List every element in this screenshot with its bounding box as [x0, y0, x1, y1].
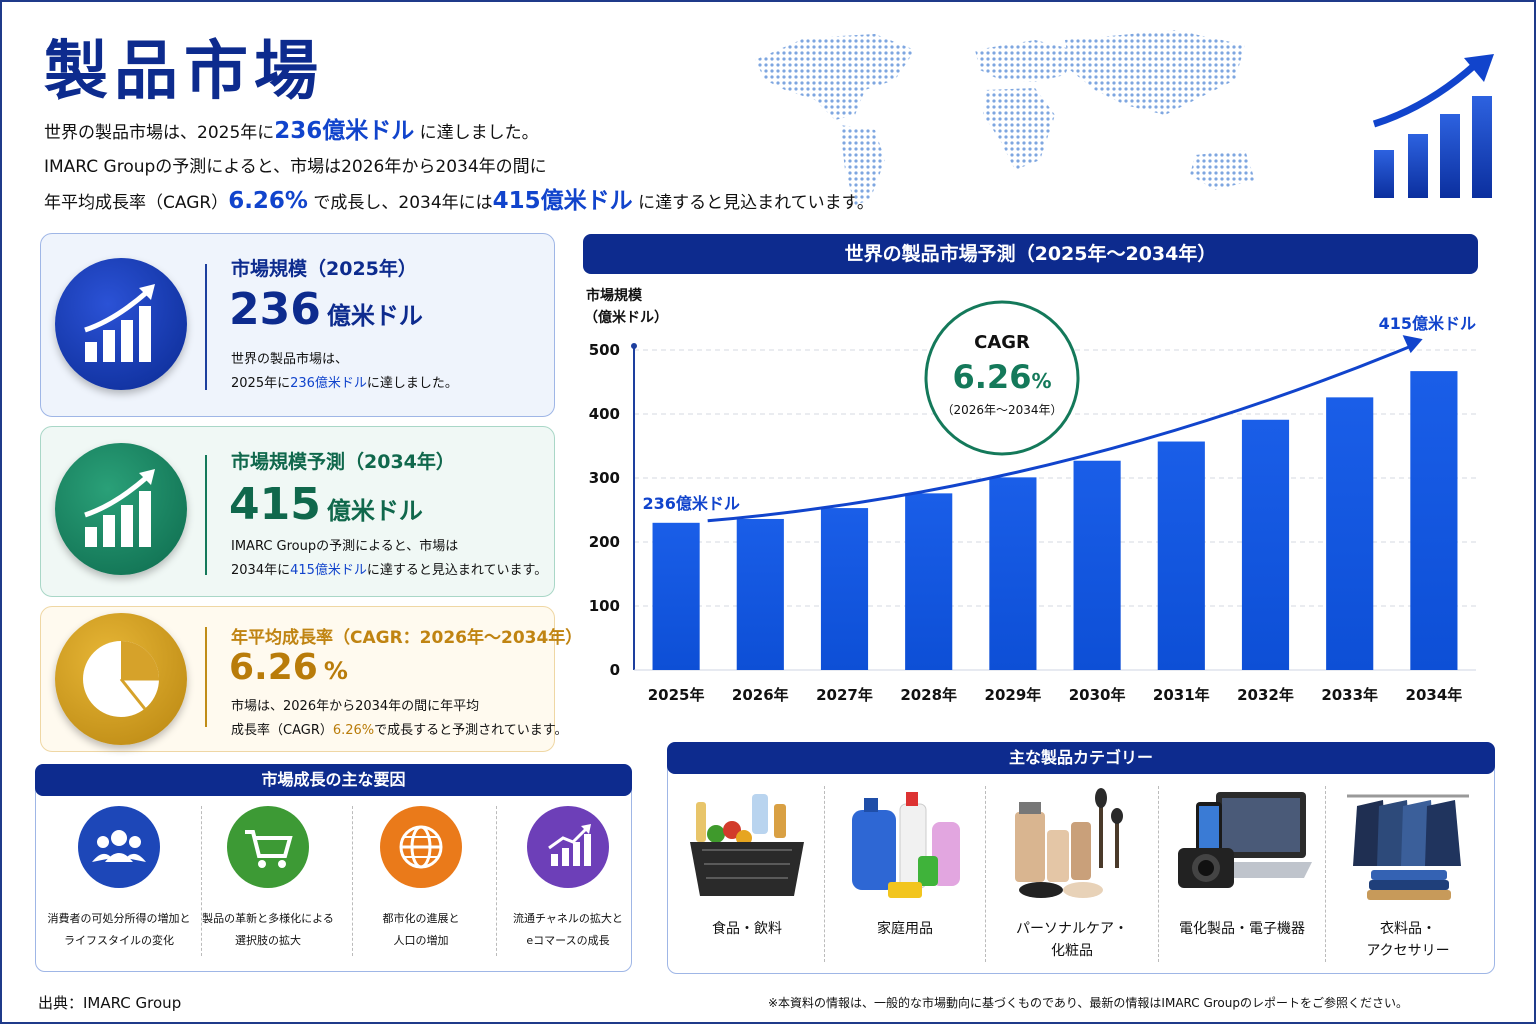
bar	[652, 522, 700, 670]
bar	[1073, 460, 1121, 670]
x-tick-label: 2028年	[900, 686, 957, 704]
bar	[820, 508, 869, 670]
disclaimer-note: ※本資料の情報は、一般的な市場動向に基づくものであり、最新の情報はIMARC G…	[767, 996, 1408, 1010]
category-item: 食品・飲料	[677, 786, 817, 966]
world-map-icon	[755, 30, 1255, 205]
category-item: パーソナルケア・ 化粧品	[992, 786, 1152, 966]
card-description: 市場は、2026年から2034年の間に年平均 成長率（CAGR）6.26%で成長…	[231, 699, 568, 738]
cagr-label: CAGR	[974, 332, 1030, 353]
x-tick-label: 2033年	[1321, 686, 1378, 704]
bar	[736, 518, 784, 670]
bar	[1326, 397, 1374, 670]
cagr-value: 6.26%	[953, 358, 1052, 396]
trend-arrow	[707, 345, 1410, 523]
x-tick-label: 2032年	[1237, 686, 1294, 704]
bar	[1241, 419, 1290, 670]
y-axis-cap	[631, 343, 637, 349]
clothing-icon	[1347, 794, 1469, 900]
card-description: IMARC Groupの予測によると、市場は 2034年に415億米ドルに達する…	[231, 539, 548, 578]
growth-drivers-header: 市場成長の主な要因	[35, 764, 632, 796]
driver-item: 都市化の進展と 人口の増加	[347, 806, 495, 956]
card-value: 236 億米ドル	[229, 284, 423, 335]
y-axis-label: （億米ドル）	[584, 309, 668, 326]
market-size-card: 市場規模（2025年） 236 億米ドル 世界の製品市場は、 2025年に236億…	[40, 233, 555, 417]
card-title: 市場規模予測（2034年）	[231, 451, 455, 473]
x-tick-label: 2029年	[985, 686, 1042, 704]
start-value-label: 236億米ドル	[643, 494, 740, 513]
growth-chart-icon	[527, 806, 609, 888]
category-item: 家庭用品	[832, 786, 978, 966]
x-tick-label: 2031年	[1153, 686, 1210, 704]
x-tick-label: 2030年	[1069, 686, 1126, 704]
detergent-bottles-icon	[852, 792, 960, 898]
x-tick-label: 2034年	[1406, 686, 1463, 704]
people-icon	[78, 806, 160, 888]
bar	[989, 477, 1037, 670]
card-divider	[205, 627, 207, 727]
y-tick-label: 0	[610, 661, 620, 679]
grocery-basket-icon	[690, 794, 804, 896]
card-description: 世界の製品市場は、 2025年に236億米ドルに達しました。	[231, 352, 458, 391]
growth-chart-icon	[55, 443, 187, 575]
card-title: 市場規模（2025年）	[231, 258, 417, 280]
market-forecast-card: 市場規模予測（2034年） 415 億米ドル IMARC Groupの予測によると…	[40, 426, 555, 597]
bar	[1410, 371, 1458, 670]
growth-chart-icon	[55, 258, 187, 390]
card-value: 6.26%	[229, 647, 348, 688]
end-value-label: 415億米ドル	[1379, 314, 1476, 333]
cart-icon	[227, 806, 309, 888]
cagr-period: （2026年～2034年）	[941, 403, 1062, 417]
source-text: 出典：IMARC Group	[38, 994, 182, 1012]
divider	[352, 806, 353, 956]
card-divider	[205, 264, 207, 390]
driver-item: 製品の革新と多様化による 選択肢の拡大	[194, 806, 342, 956]
y-tick-label: 400	[589, 405, 620, 423]
x-tick-label: 2026年	[732, 686, 789, 704]
card-value: 415 億米ドル	[229, 479, 423, 530]
y-tick-label: 200	[589, 533, 620, 551]
cosmetics-icon	[1015, 788, 1123, 898]
y-tick-label: 100	[589, 597, 620, 615]
x-tick-label: 2027年	[816, 686, 873, 704]
driver-item: 流通チャネルの拡大と eコマースの成長	[494, 806, 642, 956]
divider	[201, 806, 202, 956]
intro-text: 世界の製品市場は、2025年に236億米ドル に達しました。 IMARC Gro…	[44, 118, 874, 214]
divider	[1325, 786, 1326, 962]
x-tick-label: 2025年	[648, 686, 705, 704]
divider	[985, 786, 986, 962]
category-item: 電化製品・電子機器	[1164, 786, 1320, 966]
divider	[824, 786, 825, 962]
cagr-card: 年平均成長率（CAGR：2026年～2034年） 6.26% 市場は、2026年…	[40, 606, 582, 752]
market-forecast-bar-chart: 市場規模 （億米ドル） 0 100 200 300 400 500 2025年 2026年 2027…	[584, 287, 1476, 704]
category-item: 衣料品・ アクセサリー	[1330, 786, 1486, 966]
product-categories-header: 主な製品カテゴリー	[667, 742, 1495, 774]
chart-header: 世界の製品市場予測（2025年～2034年）	[583, 234, 1478, 274]
growth-trend-icon	[1372, 54, 1494, 198]
page-title: 製品市場	[44, 35, 324, 109]
cagr-badge	[924, 300, 1080, 456]
divider	[496, 806, 497, 956]
divider	[1158, 786, 1159, 962]
electronics-icon	[1178, 792, 1312, 888]
y-tick-label: 300	[589, 469, 620, 487]
driver-item: 消費者の可処分所得の増加と ライフスタイルの変化	[45, 806, 193, 956]
globe-icon	[380, 806, 462, 888]
pie-chart-icon	[55, 613, 187, 745]
card-title: 年平均成長率（CAGR：2026年～2034年）	[231, 628, 583, 648]
y-axis-label: 市場規模	[586, 287, 643, 304]
bar	[1157, 441, 1205, 670]
bar	[905, 493, 953, 670]
card-divider	[205, 455, 207, 575]
y-tick-label: 500	[589, 341, 620, 359]
trend-arrow-head	[1402, 335, 1423, 354]
